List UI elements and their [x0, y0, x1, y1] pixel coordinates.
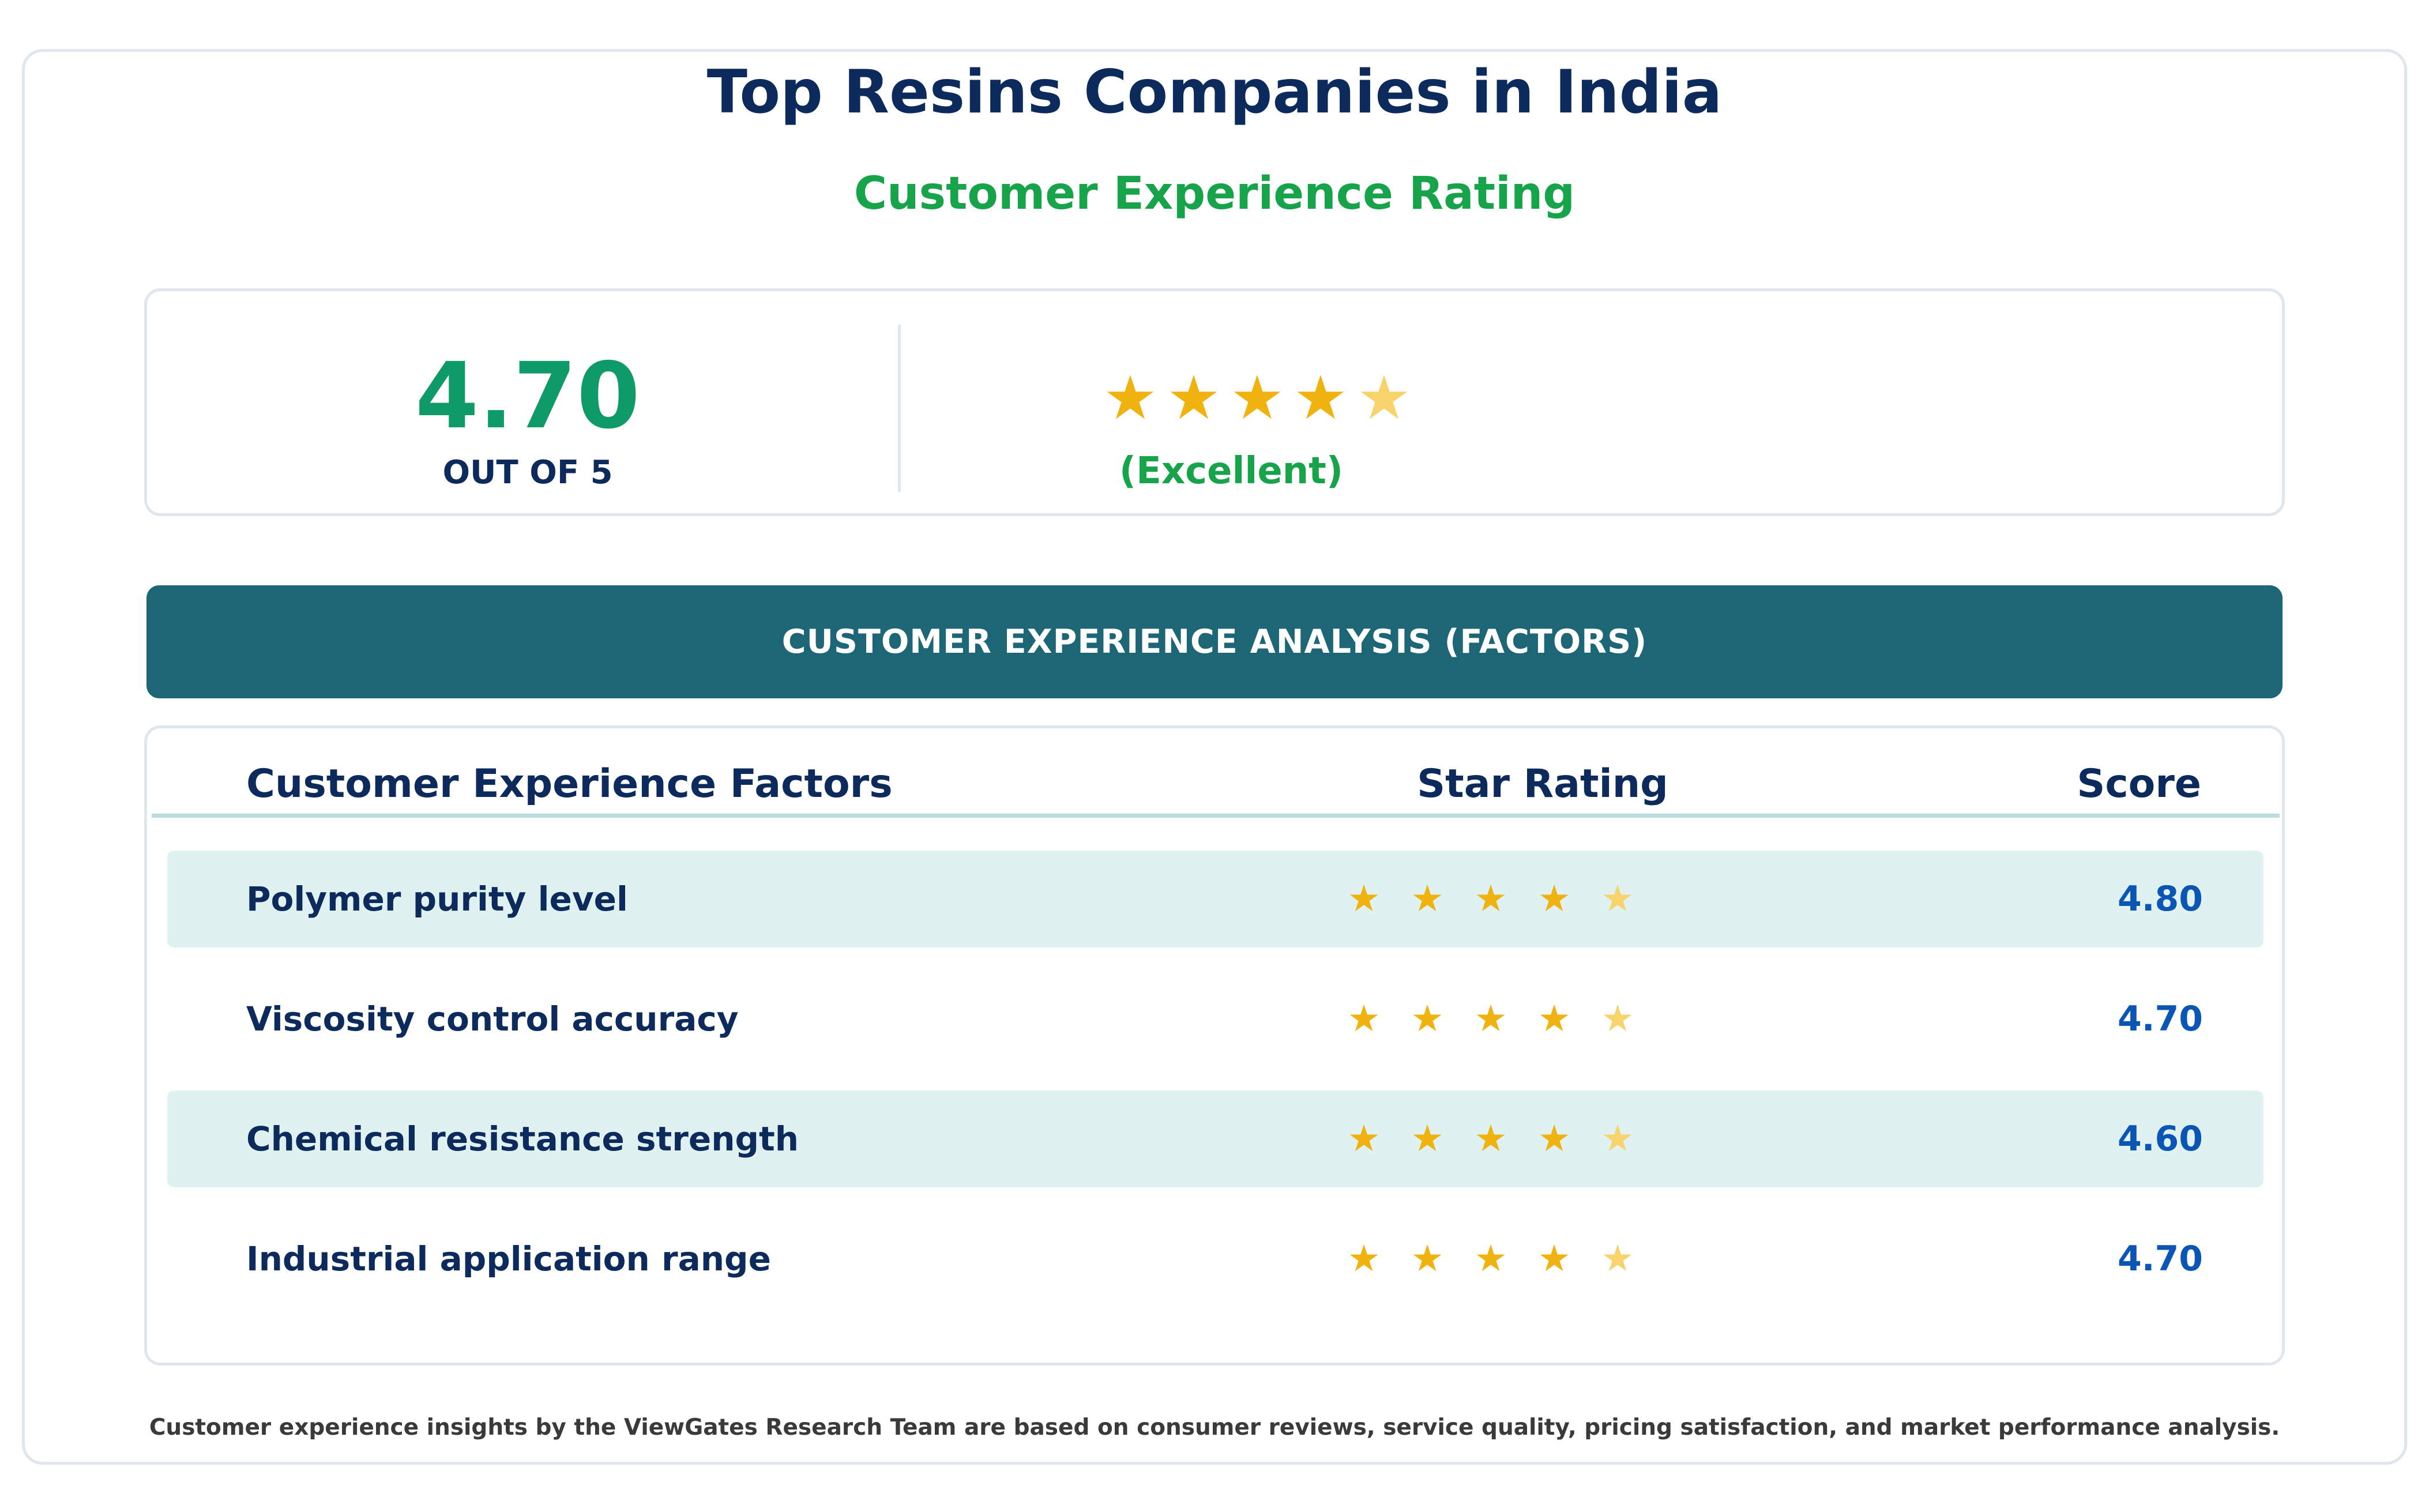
- factor-star-2-full: ★: [1411, 878, 1444, 920]
- page-subtitle: Customer Experience Rating: [853, 168, 1576, 220]
- rating-verdict: (Excellent): [1119, 450, 1344, 492]
- factor-star-5-partial: ★: [1601, 1118, 1634, 1160]
- overall-star-1-full: ★: [1103, 363, 1158, 433]
- factor-star-2-full: ★: [1411, 1118, 1444, 1160]
- overall-star-5-partial: ★: [1356, 363, 1412, 433]
- factor-star-rating: ★ ★ ★ ★ ★: [1341, 851, 1664, 947]
- factor-star-5-partial: ★: [1601, 998, 1634, 1040]
- factor-star-4-full: ★: [1537, 1238, 1571, 1280]
- factor-star-rating: ★ ★ ★ ★ ★: [1341, 1090, 1664, 1187]
- factor-star-3-full: ★: [1474, 1238, 1507, 1280]
- factor-star-4-full: ★: [1537, 1118, 1571, 1160]
- factor-star-1-full: ★: [1347, 998, 1381, 1040]
- factor-star-5-partial: ★: [1601, 878, 1634, 920]
- factor-score: 4.80: [2117, 879, 2203, 919]
- footer-note: Customer experience insights by the View…: [149, 1415, 2280, 1440]
- factor-label: Viscosity control accuracy: [246, 999, 739, 1039]
- table-row: Chemical resistance strength ★ ★ ★ ★ ★ 4.60: [167, 1090, 2263, 1187]
- factor-star-2-full: ★: [1411, 1238, 1444, 1280]
- overall-score: 4.70: [415, 343, 640, 449]
- factor-star-5-partial: ★: [1601, 1238, 1634, 1280]
- score-scale-label: OUT OF 5: [442, 454, 613, 491]
- factor-label: Chemical resistance strength: [246, 1119, 799, 1159]
- factor-score: 4.70: [2117, 999, 2203, 1039]
- header-divider: [152, 814, 2280, 818]
- overall-star-3-full: ★: [1229, 363, 1285, 433]
- factor-star-1-full: ★: [1347, 1238, 1381, 1280]
- column-header-factor: Customer Experience Factors: [246, 761, 893, 807]
- overall-rating-panel: 4.70 OUT OF 5 ★ ★ ★ ★ ★ (Excellent): [144, 288, 2285, 516]
- overall-star-2-full: ★: [1166, 363, 1221, 433]
- table-row: Industrial application range ★ ★ ★ ★ ★ 4.70: [167, 1210, 2263, 1307]
- overall-star-4-full: ★: [1293, 363, 1348, 433]
- factor-star-1-full: ★: [1347, 1118, 1381, 1160]
- factor-score: 4.60: [2117, 1119, 2203, 1159]
- factor-star-1-full: ★: [1347, 878, 1381, 920]
- factor-star-rating: ★ ★ ★ ★ ★: [1341, 1210, 1664, 1307]
- analysis-banner: CUSTOMER EXPERIENCE ANALYSIS (FACTORS): [146, 585, 2283, 698]
- page-title: Top Resins Companies in India: [706, 58, 1723, 127]
- factor-star-rating: ★ ★ ★ ★ ★: [1341, 971, 1664, 1067]
- factor-star-3-full: ★: [1474, 1118, 1507, 1160]
- overall-star-rating: ★ ★ ★ ★ ★: [1099, 352, 1468, 444]
- table-row: Viscosity control accuracy ★ ★ ★ ★ ★ 4.70: [167, 971, 2263, 1067]
- factor-star-3-full: ★: [1474, 878, 1507, 920]
- column-header-stars: Star Rating: [1417, 761, 1668, 807]
- factors-table: Customer Experience Factors Star Rating …: [144, 725, 2285, 1366]
- factor-label: Industrial application range: [246, 1239, 771, 1278]
- factor-label: Polymer purity level: [246, 879, 628, 919]
- table-row: Polymer purity level ★ ★ ★ ★ ★ 4.80: [167, 851, 2263, 947]
- column-header-score: Score: [2077, 761, 2201, 807]
- factor-star-3-full: ★: [1474, 998, 1507, 1040]
- factor-score: 4.70: [2117, 1239, 2203, 1279]
- panel-divider: [898, 325, 901, 492]
- factor-star-2-full: ★: [1411, 998, 1444, 1040]
- factor-star-4-full: ★: [1537, 878, 1571, 920]
- factor-star-4-full: ★: [1537, 998, 1571, 1040]
